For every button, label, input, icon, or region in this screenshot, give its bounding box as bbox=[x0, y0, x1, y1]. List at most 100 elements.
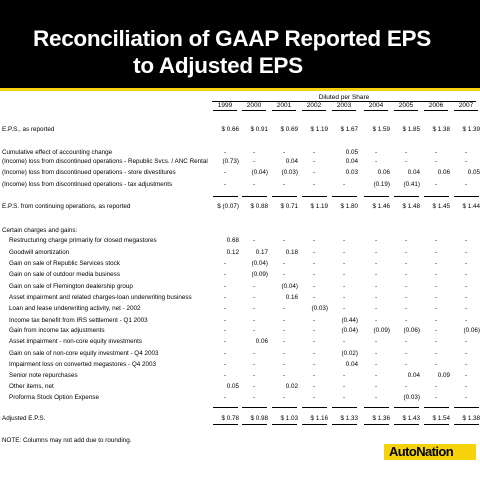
year-header-2003: 2003 bbox=[336, 102, 352, 109]
year-header-2001: 2001 bbox=[276, 102, 292, 109]
row-value: - bbox=[404, 317, 408, 324]
row-value: - bbox=[434, 327, 438, 334]
row-label: Gain from income tax adjustments bbox=[9, 327, 105, 334]
row-value: - bbox=[404, 338, 408, 345]
row-value: - bbox=[374, 350, 378, 357]
table-row: Gain on sale of Republic Services stock -… bbox=[0, 259, 480, 268]
row-value: $ 0.88 bbox=[250, 203, 268, 210]
row-value: - bbox=[282, 237, 286, 244]
row-value: - bbox=[223, 338, 227, 345]
row-value: - bbox=[252, 317, 256, 324]
row-label: E.P.S. from continuing operations, as re… bbox=[2, 203, 131, 210]
row-value: - bbox=[464, 338, 468, 345]
year-header-2007: 2007 bbox=[458, 102, 474, 109]
row-value: - bbox=[252, 283, 256, 290]
year-underline bbox=[272, 110, 296, 111]
subtotal-rule bbox=[332, 424, 357, 425]
row-value: 0.05 bbox=[226, 383, 239, 390]
row-value: - bbox=[434, 271, 438, 278]
row-value: - bbox=[342, 260, 346, 267]
row-value: 0.12 bbox=[226, 249, 239, 256]
accent-bar bbox=[0, 88, 480, 91]
row-value: $ 0.71 bbox=[280, 203, 298, 210]
row-value: - bbox=[342, 394, 346, 401]
row-value: - bbox=[223, 283, 227, 290]
subtotal-rule bbox=[364, 196, 389, 197]
row-value: - bbox=[312, 338, 316, 345]
subtotal-rule bbox=[394, 196, 419, 197]
row-value: - bbox=[312, 294, 316, 301]
row-label: Gain on sale of Republic Services stock bbox=[9, 260, 120, 267]
row-value: (0.04) bbox=[251, 169, 268, 176]
row-value: - bbox=[434, 338, 438, 345]
header-rule bbox=[212, 101, 476, 102]
row-value: - bbox=[374, 149, 378, 156]
row-value: - bbox=[404, 260, 408, 267]
row-value: 0.06 bbox=[377, 169, 390, 176]
row-value: 0.09 bbox=[437, 372, 450, 379]
subtotal-rule bbox=[364, 424, 389, 425]
row-value: - bbox=[223, 372, 227, 379]
row-value: - bbox=[374, 317, 378, 324]
row-value: - bbox=[312, 237, 316, 244]
year-underline bbox=[424, 110, 448, 111]
row-value: - bbox=[464, 317, 468, 324]
subtotal-rule bbox=[394, 424, 419, 425]
subtotal-rule bbox=[302, 424, 327, 425]
row-value: - bbox=[282, 149, 286, 156]
diluted-per-share-label: Diluted per Share bbox=[318, 94, 370, 101]
row-value: $ (0.07) bbox=[217, 203, 239, 210]
row-value: - bbox=[434, 361, 438, 368]
subtotal-rule bbox=[213, 407, 238, 408]
row-value: - bbox=[374, 383, 378, 390]
row-value: (0.41) bbox=[403, 181, 420, 188]
row-value: - bbox=[464, 237, 468, 244]
table-row: (Income) loss from discontinued operatio… bbox=[0, 168, 480, 177]
year-header-2006: 2006 bbox=[428, 102, 444, 109]
row-value: - bbox=[312, 260, 316, 267]
row-value: - bbox=[312, 372, 316, 379]
table-row: Asset impairment and related charges-loa… bbox=[0, 293, 480, 302]
row-value: - bbox=[252, 158, 256, 165]
row-label: Other items, net bbox=[9, 383, 54, 390]
row-value: - bbox=[464, 305, 468, 312]
row-label: Asset impairment - non-core equity inves… bbox=[9, 338, 142, 345]
table-row: Impairment loss on converted megastores … bbox=[0, 360, 480, 369]
row-label: Certain charges and gains: bbox=[2, 227, 78, 234]
row-value: $ 1.36 bbox=[372, 415, 390, 422]
row-value: - bbox=[374, 271, 378, 278]
row-value: - bbox=[434, 149, 438, 156]
row-value: - bbox=[404, 249, 408, 256]
row-label: Gain on sale of Flemington dealership gr… bbox=[9, 283, 133, 290]
row-value: - bbox=[434, 260, 438, 267]
subtotal-rule bbox=[242, 424, 267, 425]
row-value: (0.03) bbox=[281, 169, 298, 176]
table-row: Goodwill amortization 0.12 0.17 0.18 - - - - - - bbox=[0, 248, 480, 257]
row-value: 0.68 bbox=[226, 237, 239, 244]
row-value: - bbox=[464, 372, 468, 379]
row-value: 0.02 bbox=[285, 383, 298, 390]
row-label: (Income) loss from discontinued operatio… bbox=[2, 181, 173, 188]
subtotal-rule bbox=[213, 424, 238, 425]
row-value: 0.06 bbox=[255, 338, 268, 345]
row-value: - bbox=[404, 383, 408, 390]
table-row: Gain on sale of Flemington dealership gr… bbox=[0, 282, 480, 291]
row-value: - bbox=[312, 327, 316, 334]
row-label: Proforma Stock Option Expense bbox=[9, 394, 99, 401]
table-row: E.P.S., as reported $ 0.66 $ 0.91 $ 0.69 $ 1… bbox=[0, 125, 480, 134]
row-label: Impairment loss on converted megastores … bbox=[9, 361, 156, 368]
table-row: Income tax benefit from IRS settlement -… bbox=[0, 316, 480, 325]
row-value: $ 1.43 bbox=[402, 415, 420, 422]
row-value: - bbox=[223, 181, 227, 188]
row-value: - bbox=[374, 237, 378, 244]
row-value: $ 1.38 bbox=[462, 415, 480, 422]
row-value: - bbox=[404, 305, 408, 312]
row-value: - bbox=[312, 283, 316, 290]
row-value: - bbox=[282, 271, 286, 278]
row-value: (0.06) bbox=[463, 327, 480, 334]
row-value: - bbox=[342, 181, 346, 188]
table-row: (Income) loss from discontinued operatio… bbox=[0, 157, 480, 166]
row-value: (0.04) bbox=[251, 260, 268, 267]
subtotal-rule bbox=[394, 407, 419, 408]
row-value: - bbox=[342, 338, 346, 345]
